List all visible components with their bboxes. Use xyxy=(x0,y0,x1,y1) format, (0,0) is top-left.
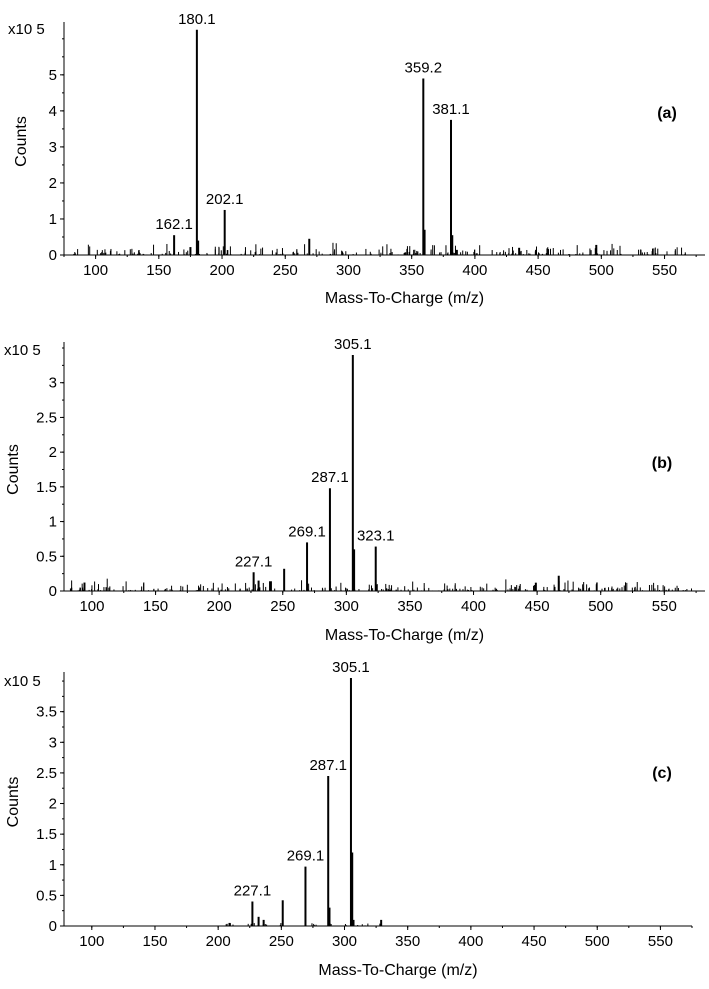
x-tick-label: 300 xyxy=(336,262,361,279)
peak-label: 162.1 xyxy=(155,216,193,233)
x-tick-label: 100 xyxy=(79,598,104,615)
panel-label: (a) xyxy=(657,105,677,122)
x-tick-label: 550 xyxy=(652,598,677,615)
y-tick-label: 2 xyxy=(49,796,57,813)
x-tick-label: 250 xyxy=(269,933,294,950)
peak-label: 269.1 xyxy=(287,848,325,865)
x-axis-label: Mass-To-Charge (m/z) xyxy=(325,290,484,307)
y-tick-label: 1.5 xyxy=(36,479,57,496)
x-tick-label: 200 xyxy=(210,262,235,279)
y-tick-label: 3 xyxy=(49,139,57,156)
y-tick-label: 1 xyxy=(49,514,57,531)
x-tick-label: 200 xyxy=(207,598,232,615)
x-tick-label: 500 xyxy=(588,598,613,615)
y-tick-label: 3 xyxy=(49,375,57,392)
y-tick-label: 1.5 xyxy=(36,826,57,843)
x-axis-label: Mass-To-Charge (m/z) xyxy=(318,962,477,979)
x-tick-label: 550 xyxy=(652,262,677,279)
spectrum-panel-b: 0 0.5 1 1.5 2 2.5 3 100 150 200 250 300 350 400 450 500… xyxy=(4,336,705,644)
y-tick-label: 0 xyxy=(49,918,57,935)
x-tick-label: 150 xyxy=(143,598,168,615)
x-tick-label: 450 xyxy=(525,598,550,615)
x-axis-label: Mass-To-Charge (m/z) xyxy=(325,627,484,644)
y-tick-label: 2.5 xyxy=(36,765,57,782)
x-tick-label: 550 xyxy=(648,933,673,950)
y-axis-label: Counts xyxy=(13,116,30,167)
x-tick-label: 400 xyxy=(462,262,487,279)
y-tick-label: 1 xyxy=(49,211,57,228)
y-tick-label: 0 xyxy=(49,583,57,600)
y-tick-label: 3.5 xyxy=(36,704,57,721)
x-tick-label: 350 xyxy=(397,598,422,615)
x-tick-label: 500 xyxy=(585,933,610,950)
y-axis-label: Counts xyxy=(5,444,22,495)
y-tick-label: 0 xyxy=(49,247,57,264)
y-multiplier: x10 5 xyxy=(4,342,41,359)
y-axis-label: Counts xyxy=(5,777,22,828)
x-tick-label: 100 xyxy=(83,262,108,279)
panel-label: (c) xyxy=(652,765,672,782)
peak-label: 381.1 xyxy=(432,101,470,118)
x-tick-label: 150 xyxy=(146,262,171,279)
peak-label: 287.1 xyxy=(311,469,349,486)
peak-label: 305.1 xyxy=(334,336,372,353)
y-tick-label: 5 xyxy=(49,67,57,84)
y-multiplier: x10 5 xyxy=(4,673,41,690)
x-tick-label: 450 xyxy=(522,933,547,950)
x-tick-label: 200 xyxy=(206,933,231,950)
y-tick-label: 3 xyxy=(49,734,57,751)
y-tick-label: 2 xyxy=(49,175,57,192)
y-tick-label: 0.5 xyxy=(36,887,57,904)
x-tick-label: 150 xyxy=(142,933,167,950)
y-tick-label: 0.5 xyxy=(36,548,57,565)
x-tick-label: 350 xyxy=(395,933,420,950)
x-tick-label: 450 xyxy=(526,262,551,279)
y-tick-label: 4 xyxy=(49,103,57,120)
peak-label: 227.1 xyxy=(235,553,273,570)
panel-label: (b) xyxy=(652,455,672,472)
spectrum-panel-c: 0 0.5 1 1.5 2 2.5 3 3.5 100 150 200 250 300 350 400 450… xyxy=(4,659,693,979)
peak-label: 287.1 xyxy=(309,757,347,774)
peak-label: 323.1 xyxy=(357,528,395,545)
y-tick-label: 1 xyxy=(49,857,57,874)
y-tick-label: 2.5 xyxy=(36,409,57,426)
peak-label: 202.1 xyxy=(206,191,244,208)
peak-label: 359.2 xyxy=(405,59,443,76)
y-multiplier: x10 5 xyxy=(8,21,45,38)
peak-label: 180.1 xyxy=(178,11,216,28)
peak-label: 269.1 xyxy=(288,523,326,540)
x-tick-label: 100 xyxy=(79,933,104,950)
peak-label: 227.1 xyxy=(234,883,272,900)
x-tick-label: 300 xyxy=(332,933,357,950)
x-tick-label: 350 xyxy=(399,262,424,279)
spectrum-panel-a: 0 1 2 3 4 5 100 150 200 250 300 350 400 450 500 550 162.… xyxy=(8,11,705,307)
y-tick-label: 2 xyxy=(49,444,57,461)
x-tick-label: 500 xyxy=(589,262,614,279)
x-tick-label: 250 xyxy=(270,598,295,615)
x-tick-label: 250 xyxy=(273,262,298,279)
peak-label: 305.1 xyxy=(332,659,370,676)
x-tick-label: 300 xyxy=(334,598,359,615)
x-tick-label: 400 xyxy=(461,598,486,615)
x-tick-label: 400 xyxy=(458,933,483,950)
